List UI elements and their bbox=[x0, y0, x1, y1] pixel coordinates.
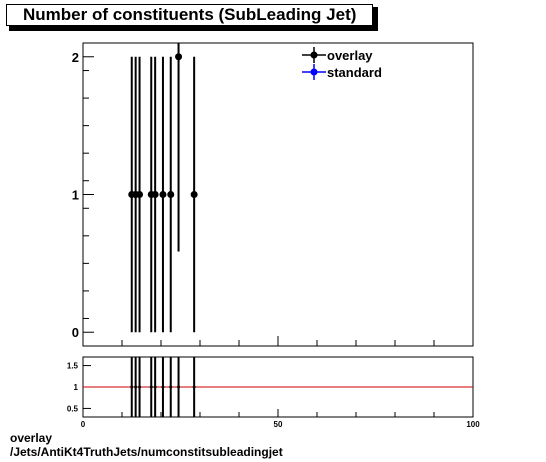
ratio-point bbox=[149, 385, 153, 389]
legend-label: overlay bbox=[327, 48, 373, 63]
ratio-x-tick-label: 100 bbox=[466, 420, 480, 429]
ratio-point bbox=[177, 385, 181, 389]
main-plot-axes: 0 1 2 bbox=[72, 42, 474, 347]
ratio-point bbox=[192, 385, 196, 389]
overlay-point bbox=[167, 191, 175, 198]
ratio-point bbox=[161, 385, 165, 389]
footer-label: overlay bbox=[10, 431, 53, 445]
overlay-point bbox=[175, 53, 183, 61]
y-tick-label: 1 bbox=[72, 188, 79, 203]
ratio-point bbox=[138, 385, 142, 389]
ratio-point bbox=[153, 385, 157, 389]
ratio-y-tick-label: 1.5 bbox=[67, 362, 79, 371]
overlay-point bbox=[190, 191, 198, 198]
footer-path: /Jets/AntiKt4TruthJets/numconstitsublead… bbox=[10, 445, 283, 459]
y-tick-label: 0 bbox=[72, 325, 79, 340]
overlay-point bbox=[136, 191, 144, 198]
ratio-point bbox=[130, 385, 134, 389]
overlay-point bbox=[159, 191, 167, 198]
ratio-y-tick-label: 1 bbox=[74, 383, 79, 392]
ratio-x-tick-label: 0 bbox=[81, 420, 86, 429]
ratio-y-tick-label: 0.5 bbox=[67, 404, 79, 413]
legend-marker bbox=[310, 68, 318, 76]
main-plot-series bbox=[128, 43, 198, 333]
y-tick-label: 2 bbox=[72, 50, 79, 65]
ratio-plot-axes: 0.5 1 1.5 0 50 100 bbox=[67, 362, 480, 429]
ratio-point bbox=[169, 385, 173, 389]
legend-marker bbox=[310, 51, 318, 59]
ratio-point bbox=[134, 385, 138, 389]
ratio-x-tick-label: 50 bbox=[274, 420, 283, 429]
ratio-plot-series bbox=[83, 357, 473, 417]
legend: overlay standard bbox=[302, 47, 382, 80]
chart-title: Number of constituents (SubLeading Jet) bbox=[6, 4, 373, 26]
overlay-point bbox=[151, 191, 159, 198]
legend-label: standard bbox=[327, 65, 382, 80]
